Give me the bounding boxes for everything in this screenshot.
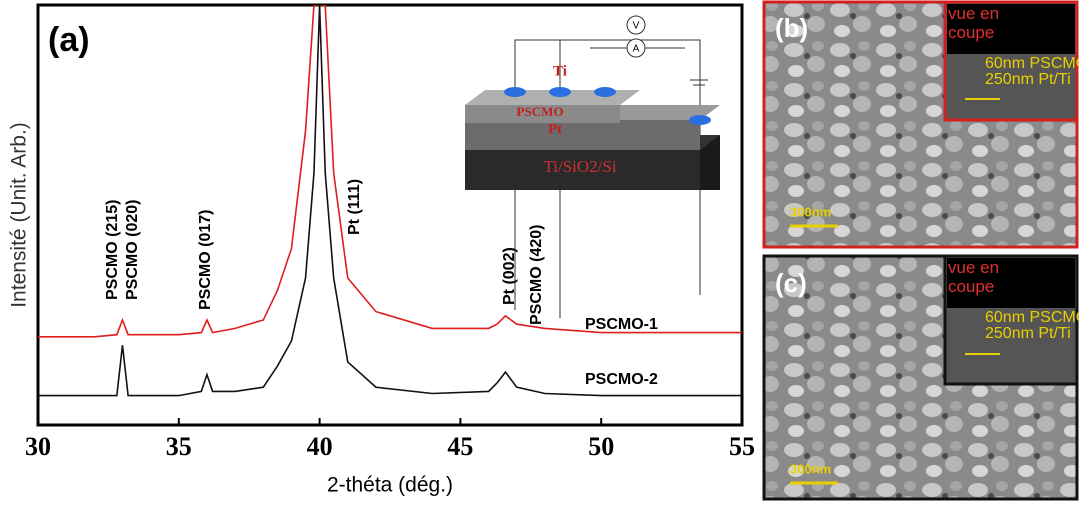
sem-panel: (c) vue en coupe 60nm PSCMO 250nm Pt/Ti … [762, 254, 1079, 501]
peak-label: PSCMO (017) [197, 210, 214, 310]
x-tick-label: 30 [25, 432, 51, 461]
layer-label: Ti [553, 63, 567, 79]
peak-label: PSCMO (215) [104, 200, 121, 300]
panel-label: (c) [775, 268, 807, 298]
layer-label: Ti/SiO2/Si [543, 157, 616, 176]
peak-label: Pt (111) [346, 179, 363, 235]
meter-label: A [633, 44, 640, 55]
y-axis-label: Intensité (Unit. Arb.) [8, 122, 31, 308]
series-label: PSCMO-2 [585, 371, 658, 388]
scale-bar-label: 300nm [790, 204, 831, 219]
thickness-label: 250nm Pt/Ti [985, 71, 1071, 88]
inset-title: vue en coupe [948, 4, 1000, 42]
peak-label: Pt (002) [501, 247, 518, 305]
thickness-label: 60nm PSCMO [985, 55, 1079, 72]
series-line [38, 5, 742, 397]
scale-bar-label: 300nm [790, 461, 831, 476]
peak-label: PSCMO (420) [528, 225, 545, 325]
plot-frame [36, 3, 744, 427]
sem-panel: (b) vue en coupe 60nm PSCMO 250nm Pt/Ti … [762, 0, 1079, 249]
inset-title: vue en coupe [948, 258, 1000, 296]
device-inset: V A Ti PSCMO Pt Ti/SiO2/Si [465, 15, 720, 318]
panel-label: (b) [775, 13, 808, 43]
peak-label: PSCMO (020) [124, 200, 141, 300]
thickness-label: 250nm Pt/Ti [985, 325, 1071, 342]
x-tick-label: 45 [447, 432, 473, 461]
panel-label: (a) [48, 21, 90, 59]
x-axis-label: 2-théta (dég.) [327, 474, 453, 497]
x-tick-label: 40 [307, 432, 333, 461]
layer-label: PSCMO [517, 104, 564, 119]
x-tick-label: 35 [166, 432, 192, 461]
thickness-label: 60nm PSCMO [985, 309, 1079, 326]
series-label: PSCMO-1 [585, 316, 658, 333]
layer-label: Pt [548, 121, 562, 137]
x-tick-label: 55 [729, 432, 755, 461]
series-line [38, 5, 742, 338]
meter-label: V [633, 21, 640, 32]
x-tick-label: 50 [588, 432, 614, 461]
